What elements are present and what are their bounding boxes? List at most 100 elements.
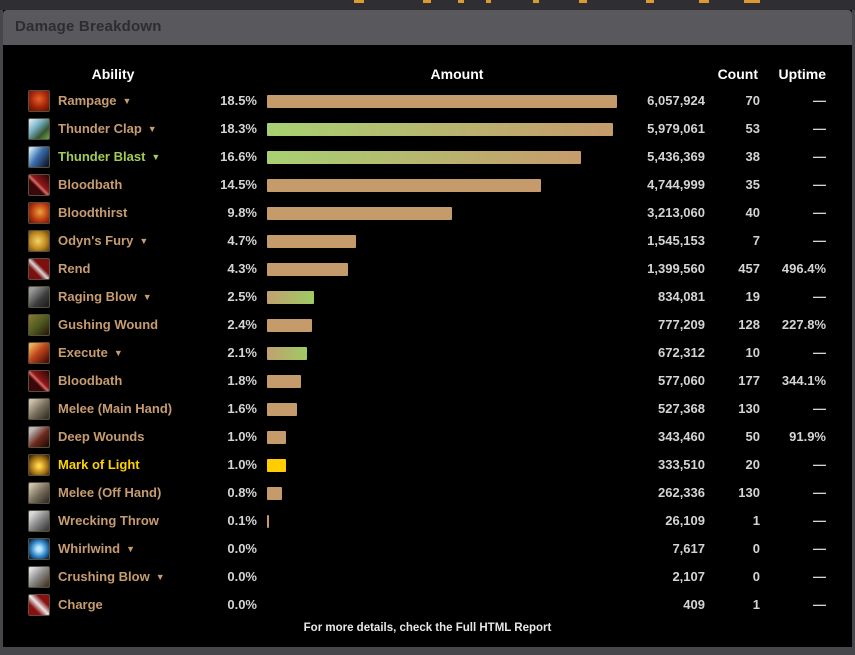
ability-row[interactable]: Bloodbath▼ 1.8% 577,060 177 344.1% [0,368,855,396]
damage-amount: 343,460 [658,429,705,444]
ability-name[interactable]: Crushing Blow [58,569,150,584]
ability-row[interactable]: Rend▼ 4.3% 1,399,560 457 496.4% [0,256,855,284]
ability-row[interactable]: Thunder Clap ▼ 18.3% 5,979,061 53 — [0,116,855,144]
ability-name[interactable]: Execute [58,345,108,360]
expand-dropdown-icon[interactable]: ▼ [126,544,136,554]
damage-amount: 5,979,061 [647,121,705,136]
ability-row[interactable]: Thunder Blast ▼ 16.6% 5,436,369 38 — [0,144,855,172]
expand-dropdown-icon[interactable]: ▼ [151,152,161,162]
expand-dropdown-icon[interactable]: ▼ [155,572,165,582]
column-header-amount: Amount [430,66,484,82]
damage-percent: 18.3% [220,121,257,136]
ability-row[interactable]: Odyn's Fury ▼ 4.7% 1,545,153 7 — [0,228,855,256]
ability-row[interactable]: Charge▼ 0.0% 409 1 — [0,592,855,620]
expand-dropdown-icon[interactable]: ▼ [142,292,152,302]
damage-bar [267,95,617,108]
ability-name[interactable]: Bloodbath [58,373,123,388]
ability-row[interactable]: Bloodbath▼ 14.5% 4,744,999 35 — [0,172,855,200]
damage-percent: 1.0% [227,457,257,472]
ability-row[interactable]: Gushing Wound▼ 2.4% 777,209 128 227.8% [0,312,855,340]
damage-bar [267,291,315,304]
clipped-link-fragment [699,0,709,3]
ability-name[interactable]: Wrecking Throw [58,513,159,528]
ability-name[interactable]: Thunder Clap [58,121,142,136]
deep-wounds-icon [28,426,50,448]
uptime-value: — [813,233,826,248]
uptime-value: — [813,541,826,556]
ability-row[interactable]: Whirlwind ▼ 0.0% 7,617 0 — [0,536,855,564]
wrecking-throw-icon [28,510,50,532]
ability-row[interactable]: Rampage ▼ 18.5% 6,057,924 70 — [0,88,855,116]
uptime-value: — [813,597,826,612]
clipped-link-fragment [458,0,464,3]
damage-amount: 3,213,060 [647,205,705,220]
damage-bar [267,151,582,164]
ability-row[interactable]: Melee (Off Hand)▼ 0.8% 262,336 130 — [0,480,855,508]
damage-amount: 1,545,153 [647,233,705,248]
bloodthirst-icon [28,202,50,224]
damage-bar [267,515,269,528]
hit-count: 35 [745,177,760,192]
ability-name[interactable]: Thunder Blast [58,149,146,164]
damage-bar [267,123,614,136]
ability-name[interactable]: Melee (Off Hand) [58,485,162,500]
expand-dropdown-icon[interactable]: ▼ [113,348,123,358]
expand-dropdown-icon[interactable]: ▼ [147,124,157,134]
ability-row[interactable]: Wrecking Throw▼ 0.1% 26,109 1 — [0,508,855,536]
clipped-link-fragment [533,0,539,3]
uptime-value: — [813,93,826,108]
hit-count: 128 [738,317,760,332]
ability-name[interactable]: Whirlwind [58,541,121,556]
expand-dropdown-icon[interactable]: ▼ [139,236,149,246]
ability-name[interactable]: Raging Blow [58,289,137,304]
hit-count: 0 [752,541,760,556]
uptime-value: — [813,345,826,360]
damage-bar [267,403,298,416]
uptime-value: 344.1% [781,373,826,388]
damage-percent: 18.5% [220,93,257,108]
uptime-value: 227.8% [781,317,826,332]
ability-name[interactable]: Melee (Main Hand) [58,401,173,416]
damage-percent: 0.8% [227,485,257,500]
uptime-value: — [813,205,826,220]
damage-percent: 2.1% [227,345,257,360]
uptime-value: — [813,457,826,472]
ability-name[interactable]: Gushing Wound [58,317,159,332]
panel-title-bar: Damage Breakdown [3,10,852,45]
hit-count: 53 [745,121,760,136]
ability-name[interactable]: Rampage [58,93,117,108]
gushing-wound-icon [28,314,50,336]
ability-row[interactable]: Bloodthirst▼ 9.8% 3,213,060 40 — [0,200,855,228]
hit-count: 10 [745,345,760,360]
ability-row[interactable]: Mark of Light▼ 1.0% 333,510 20 — [0,452,855,480]
uptime-value: — [813,401,826,416]
ability-name[interactable]: Bloodthirst [58,205,128,220]
ability-name[interactable]: Odyn's Fury [58,233,134,248]
damage-percent: 1.6% [227,401,257,416]
ability-name[interactable]: Bloodbath [58,177,123,192]
ability-name[interactable]: Charge [58,597,103,612]
damage-bar [267,207,453,220]
hit-count: 130 [738,485,760,500]
bloodbath-icon [28,370,50,392]
damage-percent: 4.3% [227,261,257,276]
hit-count: 7 [752,233,760,248]
damage-amount: 2,107 [672,569,705,584]
ability-row[interactable]: Crushing Blow ▼ 0.0% 2,107 0 — [0,564,855,592]
damage-percent: 2.4% [227,317,257,332]
column-header-ability: Ability [91,66,135,82]
ability-row[interactable]: Deep Wounds▼ 1.0% 343,460 50 91.9% [0,424,855,452]
ability-row[interactable]: Execute ▼ 2.1% 672,312 10 — [0,340,855,368]
rampage-icon [28,90,50,112]
table-rows: Rampage ▼ 18.5% 6,057,924 70 — Thunder Cl… [0,88,855,620]
expand-dropdown-icon[interactable]: ▼ [122,96,132,106]
hit-count: 38 [745,149,760,164]
ability-name[interactable]: Rend [58,261,91,276]
ability-row[interactable]: Melee (Main Hand)▼ 1.6% 527,368 130 — [0,396,855,424]
clipped-page-content-strip [0,0,855,10]
hit-count: 40 [745,205,760,220]
ability-name[interactable]: Mark of Light [58,457,140,472]
ability-row[interactable]: Raging Blow ▼ 2.5% 834,081 19 — [0,284,855,312]
uptime-value: 91.9% [789,429,826,444]
ability-name[interactable]: Deep Wounds [58,429,145,444]
